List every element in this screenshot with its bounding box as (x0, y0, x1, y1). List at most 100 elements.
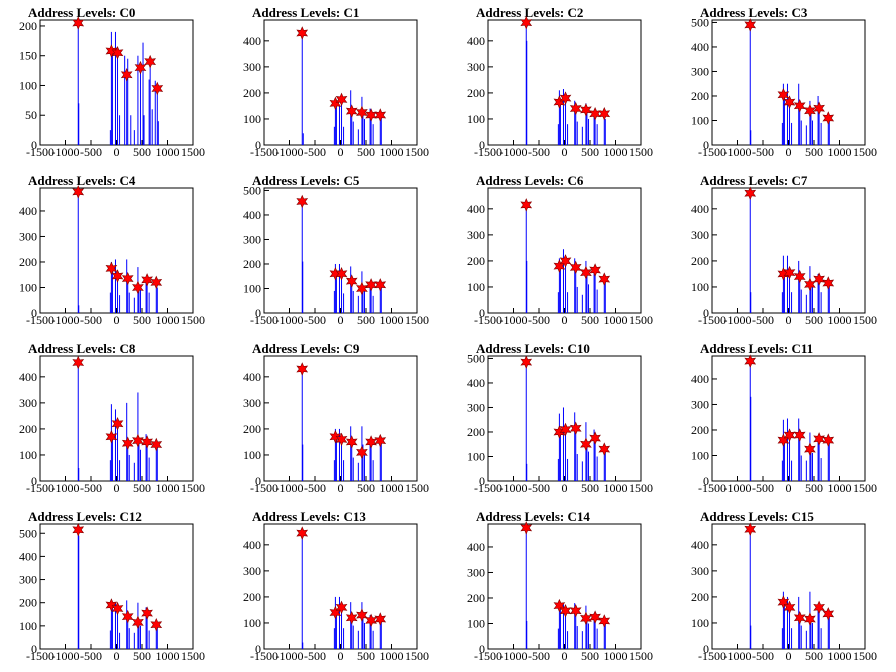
peak-marker-icon (559, 91, 572, 105)
y-tick-label: 0 (703, 642, 709, 656)
peak-marker-icon (105, 598, 118, 612)
y-tick-label: 0 (255, 642, 261, 656)
peak-marker-icon (141, 606, 153, 620)
chart-title: Address Levels: C15 (700, 509, 814, 524)
x-tick-label: -1500 (698, 145, 726, 159)
x-tick-label: 0 (338, 649, 344, 663)
x-tick-label: 1500 (853, 145, 877, 159)
x-tick-label: 1000 (828, 481, 852, 495)
chart-panel-3: Address Levels: C3-1500-1000 -500 0 500 1000… (691, 5, 877, 159)
peak-marker-icon (365, 435, 377, 449)
chart-panel-11: Address Levels: C11 -1500-1000 -500 0 500 100… (691, 341, 877, 495)
chart-title: Address Levels: C9 (252, 341, 360, 356)
x-tick-label: 1000 (380, 649, 404, 663)
y-tick-label: 200 (691, 423, 709, 437)
y-tick-label: 100 (243, 448, 261, 462)
y-tick-label: 500 (19, 526, 37, 540)
peak-marker-icon (150, 617, 163, 632)
x-tick-label: 500 (357, 649, 375, 663)
x-tick-label: -1500 (698, 313, 726, 327)
x-tick-label: 500 (133, 481, 151, 495)
peak-marker-icon (580, 611, 592, 626)
x-tick-label: -500 (304, 313, 326, 327)
plot-frame (711, 355, 866, 482)
peak-marker-icon (793, 611, 806, 625)
peak-marker-icon (141, 273, 153, 287)
peak-marker-icon (335, 92, 348, 107)
y-tick-label: 500 (243, 183, 261, 197)
y-tick-label: 200 (467, 591, 485, 605)
y-tick-label: 200 (19, 422, 37, 436)
peak-marker-icon (121, 271, 134, 286)
y-tick-label: 400 (467, 202, 485, 216)
peak-marker-icon (329, 429, 342, 444)
x-tick-label: 0 (562, 649, 568, 663)
peak-marker-icon (783, 95, 796, 109)
x-tick-label: -1000 (276, 313, 304, 327)
x-tick-label: -1500 (698, 481, 726, 495)
y-tick-label: 300 (19, 573, 37, 587)
y-tick-label: 300 (467, 60, 485, 74)
y-tick-label: 300 (691, 397, 709, 411)
chart-panel-7: Address Levels: C7-1500-1000 -500 0 500 1000… (691, 173, 877, 327)
y-tick-label: 400 (467, 34, 485, 48)
x-tick-label: 500 (357, 145, 375, 159)
peak-marker-icon (374, 433, 387, 448)
y-tick-label: 0 (703, 306, 709, 320)
peak-marker-icon (296, 362, 309, 376)
x-tick-label: 1000 (380, 481, 404, 495)
chart-title: Address Levels: C2 (476, 5, 583, 20)
peak-marker-icon (598, 442, 611, 456)
y-tick-label: 300 (467, 228, 485, 242)
x-tick-label: -1000 (724, 481, 752, 495)
y-tick-label: 100 (467, 616, 485, 630)
peak-marker-icon (793, 428, 806, 442)
x-tick-label: 1500 (853, 481, 877, 495)
chart-panel-4: Address Levels: C4-1500-1000 -500 0 500 1000… (19, 173, 205, 327)
y-tick-label: 100 (243, 616, 261, 630)
x-tick-label: -500 (752, 481, 774, 495)
x-tick-label: 1500 (181, 145, 205, 159)
x-tick-label: 0 (562, 313, 568, 327)
peak-marker-icon (111, 45, 124, 60)
chart-panel-2: Address Levels: C2-1500-1000 -500 0 500 1000… (467, 5, 653, 159)
x-tick-label: -500 (304, 649, 326, 663)
x-tick-label: 0 (562, 481, 568, 495)
peak-marker-icon (744, 186, 757, 200)
x-tick-label: 1000 (828, 313, 852, 327)
y-tick-label: 100 (691, 113, 709, 127)
y-tick-label: 400 (691, 538, 709, 552)
x-tick-label: 500 (133, 145, 151, 159)
peak-marker-icon (296, 26, 309, 40)
x-tick-label: 500 (581, 649, 599, 663)
x-tick-label: 1500 (853, 649, 877, 663)
peak-marker-icon (553, 598, 566, 613)
peak-marker-icon (744, 522, 757, 536)
x-tick-label: 1000 (156, 313, 180, 327)
y-tick-label: 100 (467, 280, 485, 294)
x-tick-label: -500 (528, 145, 550, 159)
plot-frame (711, 523, 866, 650)
chart-title: Address Levels: C13 (252, 509, 366, 524)
peak-marker-icon (105, 429, 118, 444)
peak-marker-icon (793, 269, 806, 284)
y-tick-label: 400 (243, 34, 261, 48)
peak-marker-icon (589, 107, 601, 121)
chart-title: Address Levels: C12 (28, 509, 142, 524)
peak-marker-icon (569, 101, 582, 116)
peak-marker-icon (72, 16, 85, 30)
chart-title: Address Levels: C4 (28, 173, 136, 188)
x-tick-label: -1000 (52, 481, 80, 495)
peak-marker-icon (804, 612, 816, 626)
y-tick-label: 200 (467, 425, 485, 439)
x-tick-label: 1000 (828, 145, 852, 159)
x-tick-label: 1000 (604, 481, 628, 495)
y-tick-label: 100 (19, 280, 37, 294)
x-tick-label: 0 (786, 145, 792, 159)
plot-frame (487, 19, 642, 146)
chart-panel-1: Address Levels: C1-1500-1000 -500 0 500 1000… (243, 5, 429, 159)
x-tick-label: 1000 (604, 313, 628, 327)
y-tick-label: 0 (703, 138, 709, 152)
x-tick-label: -1500 (250, 313, 278, 327)
x-tick-label: -1000 (52, 145, 80, 159)
